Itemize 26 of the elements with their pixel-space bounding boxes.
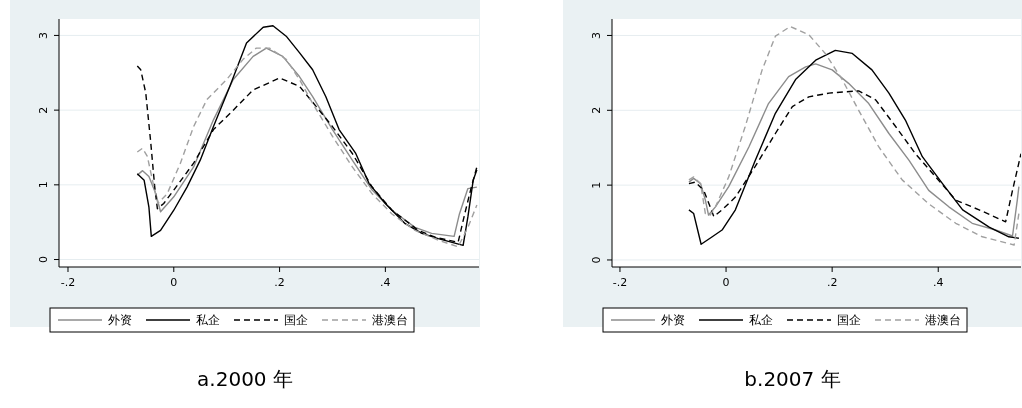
x-tick-label: 0 [170,276,178,289]
x-tick-label: -.2 [612,276,628,289]
x-tick-label: .2 [274,276,285,289]
text: a.2000 年 [197,367,293,391]
legend-label: 私企 [196,313,220,327]
y-tick-label: 0 [590,256,603,264]
y-tick-label: 1 [37,181,50,189]
y-tick-label: 2 [590,106,603,114]
x-tick-label: -.2 [60,276,76,289]
legend-label: 外资 [661,313,685,327]
y-tick-label: 2 [37,106,50,114]
y-tick-label: 3 [590,31,603,39]
x-tick-label: 0 [722,276,730,289]
legend-label: 国企 [284,313,308,327]
legend-label: 外资 [108,313,132,327]
legend-label: 国企 [837,313,861,327]
legend-label: 港澳台 [925,313,961,327]
x-tick-label: .4 [380,276,391,289]
y-tick-label: 0 [37,256,50,264]
y-tick-label: 1 [590,181,603,189]
text: b.2007 年 [744,367,841,391]
y-tick-label: 3 [37,31,50,39]
legend-label: 私企 [749,313,773,327]
x-tick-label: .2 [826,276,838,289]
x-tick-label: .4 [933,276,944,289]
legend-label: 港澳台 [372,313,408,327]
